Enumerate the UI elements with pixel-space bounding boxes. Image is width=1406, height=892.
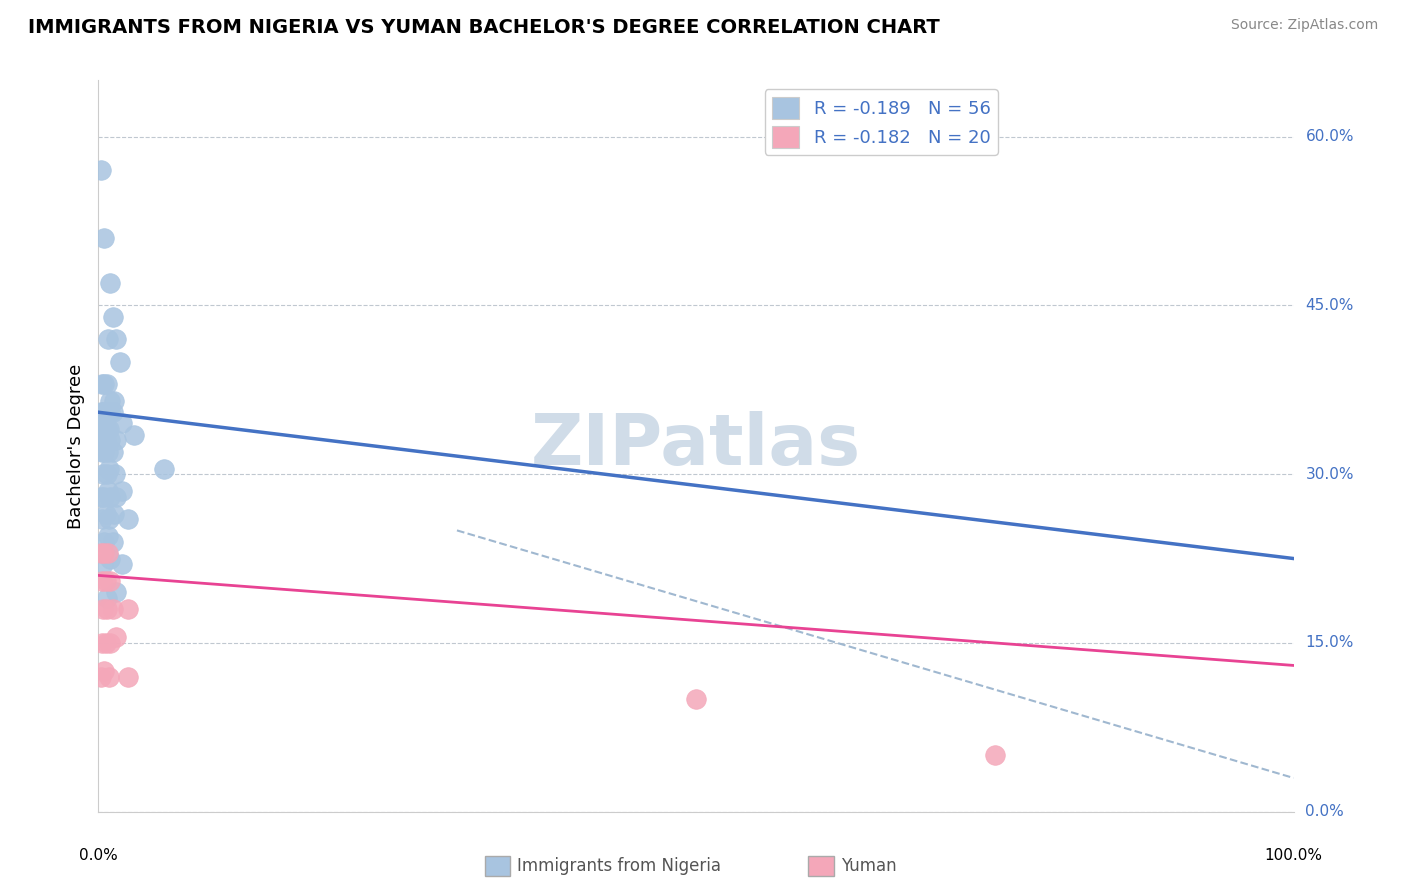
Point: [90, 670, 112, 684]
Point: [91, 574, 114, 588]
Point: [91, 602, 114, 616]
Point: [108, 354, 131, 368]
Point: [94, 574, 117, 588]
Point: [105, 490, 128, 504]
Point: [98, 434, 122, 448]
Point: [91, 512, 114, 526]
Point: [98, 461, 121, 475]
Point: [93, 444, 115, 458]
Point: [93, 546, 115, 560]
Text: 60.0%: 60.0%: [1306, 129, 1354, 144]
Point: [90, 490, 112, 504]
Point: [96, 591, 118, 605]
Point: [117, 670, 139, 684]
Point: [91, 444, 114, 458]
Point: [96, 422, 118, 436]
Point: [93, 231, 115, 245]
Point: [97, 546, 120, 560]
Point: [91, 405, 114, 419]
Point: [101, 310, 124, 324]
Point: [124, 427, 146, 442]
Point: [93, 490, 115, 504]
Text: 30.0%: 30.0%: [1306, 467, 1354, 482]
Point: [90, 405, 112, 419]
Point: [105, 585, 128, 599]
Point: [94, 405, 117, 419]
Point: [101, 534, 124, 549]
Point: [91, 636, 114, 650]
Point: [93, 422, 115, 436]
Point: [91, 422, 114, 436]
Text: ZIPatlas: ZIPatlas: [531, 411, 860, 481]
Point: [94, 636, 117, 650]
Text: Yuman: Yuman: [841, 857, 897, 875]
Point: [91, 557, 114, 571]
Point: [111, 483, 134, 498]
Point: [105, 434, 128, 448]
Text: 45.0%: 45.0%: [1306, 298, 1354, 313]
Point: [98, 670, 121, 684]
Point: [96, 467, 118, 482]
Point: [96, 377, 118, 392]
Point: [98, 551, 122, 566]
Point: [685, 692, 707, 706]
Point: [93, 664, 115, 678]
Point: [91, 434, 114, 448]
Point: [91, 467, 114, 482]
Point: [105, 630, 128, 644]
Point: [98, 636, 122, 650]
Point: [90, 163, 112, 178]
Text: 0.0%: 0.0%: [79, 848, 118, 863]
Point: [97, 332, 120, 346]
Point: [96, 602, 118, 616]
Y-axis label: Bachelor's Degree: Bachelor's Degree: [66, 363, 84, 529]
Point: [91, 377, 114, 392]
Point: [103, 394, 125, 409]
Point: [90, 546, 112, 560]
Text: Immigrants from Nigeria: Immigrants from Nigeria: [517, 857, 721, 875]
Point: [103, 507, 125, 521]
Legend: R = -0.189   N = 56, R = -0.182   N = 20: R = -0.189 N = 56, R = -0.182 N = 20: [765, 89, 998, 155]
Point: [117, 602, 139, 616]
Point: [98, 490, 122, 504]
Point: [93, 377, 115, 392]
Text: 100.0%: 100.0%: [1264, 848, 1323, 863]
Point: [984, 748, 1007, 763]
Point: [94, 434, 117, 448]
Point: [98, 276, 122, 290]
Point: [98, 422, 121, 436]
Text: 15.0%: 15.0%: [1306, 635, 1354, 650]
Point: [97, 483, 120, 498]
Point: [117, 512, 139, 526]
Text: IMMIGRANTS FROM NIGERIA VS YUMAN BACHELOR'S DEGREE CORRELATION CHART: IMMIGRANTS FROM NIGERIA VS YUMAN BACHELO…: [28, 18, 939, 37]
Point: [111, 417, 134, 431]
Point: [98, 394, 122, 409]
Point: [101, 405, 124, 419]
Point: [104, 467, 127, 482]
Point: [101, 444, 124, 458]
Point: [93, 534, 115, 549]
Point: [98, 574, 122, 588]
Text: 0.0%: 0.0%: [1306, 805, 1344, 819]
Point: [98, 405, 122, 419]
Point: [94, 507, 117, 521]
Point: [97, 444, 120, 458]
Point: [153, 461, 176, 475]
Point: [101, 602, 124, 616]
Point: [111, 557, 134, 571]
Text: Source: ZipAtlas.com: Source: ZipAtlas.com: [1230, 18, 1378, 32]
Point: [97, 529, 120, 543]
Point: [98, 512, 121, 526]
Point: [105, 332, 128, 346]
Point: [97, 405, 120, 419]
